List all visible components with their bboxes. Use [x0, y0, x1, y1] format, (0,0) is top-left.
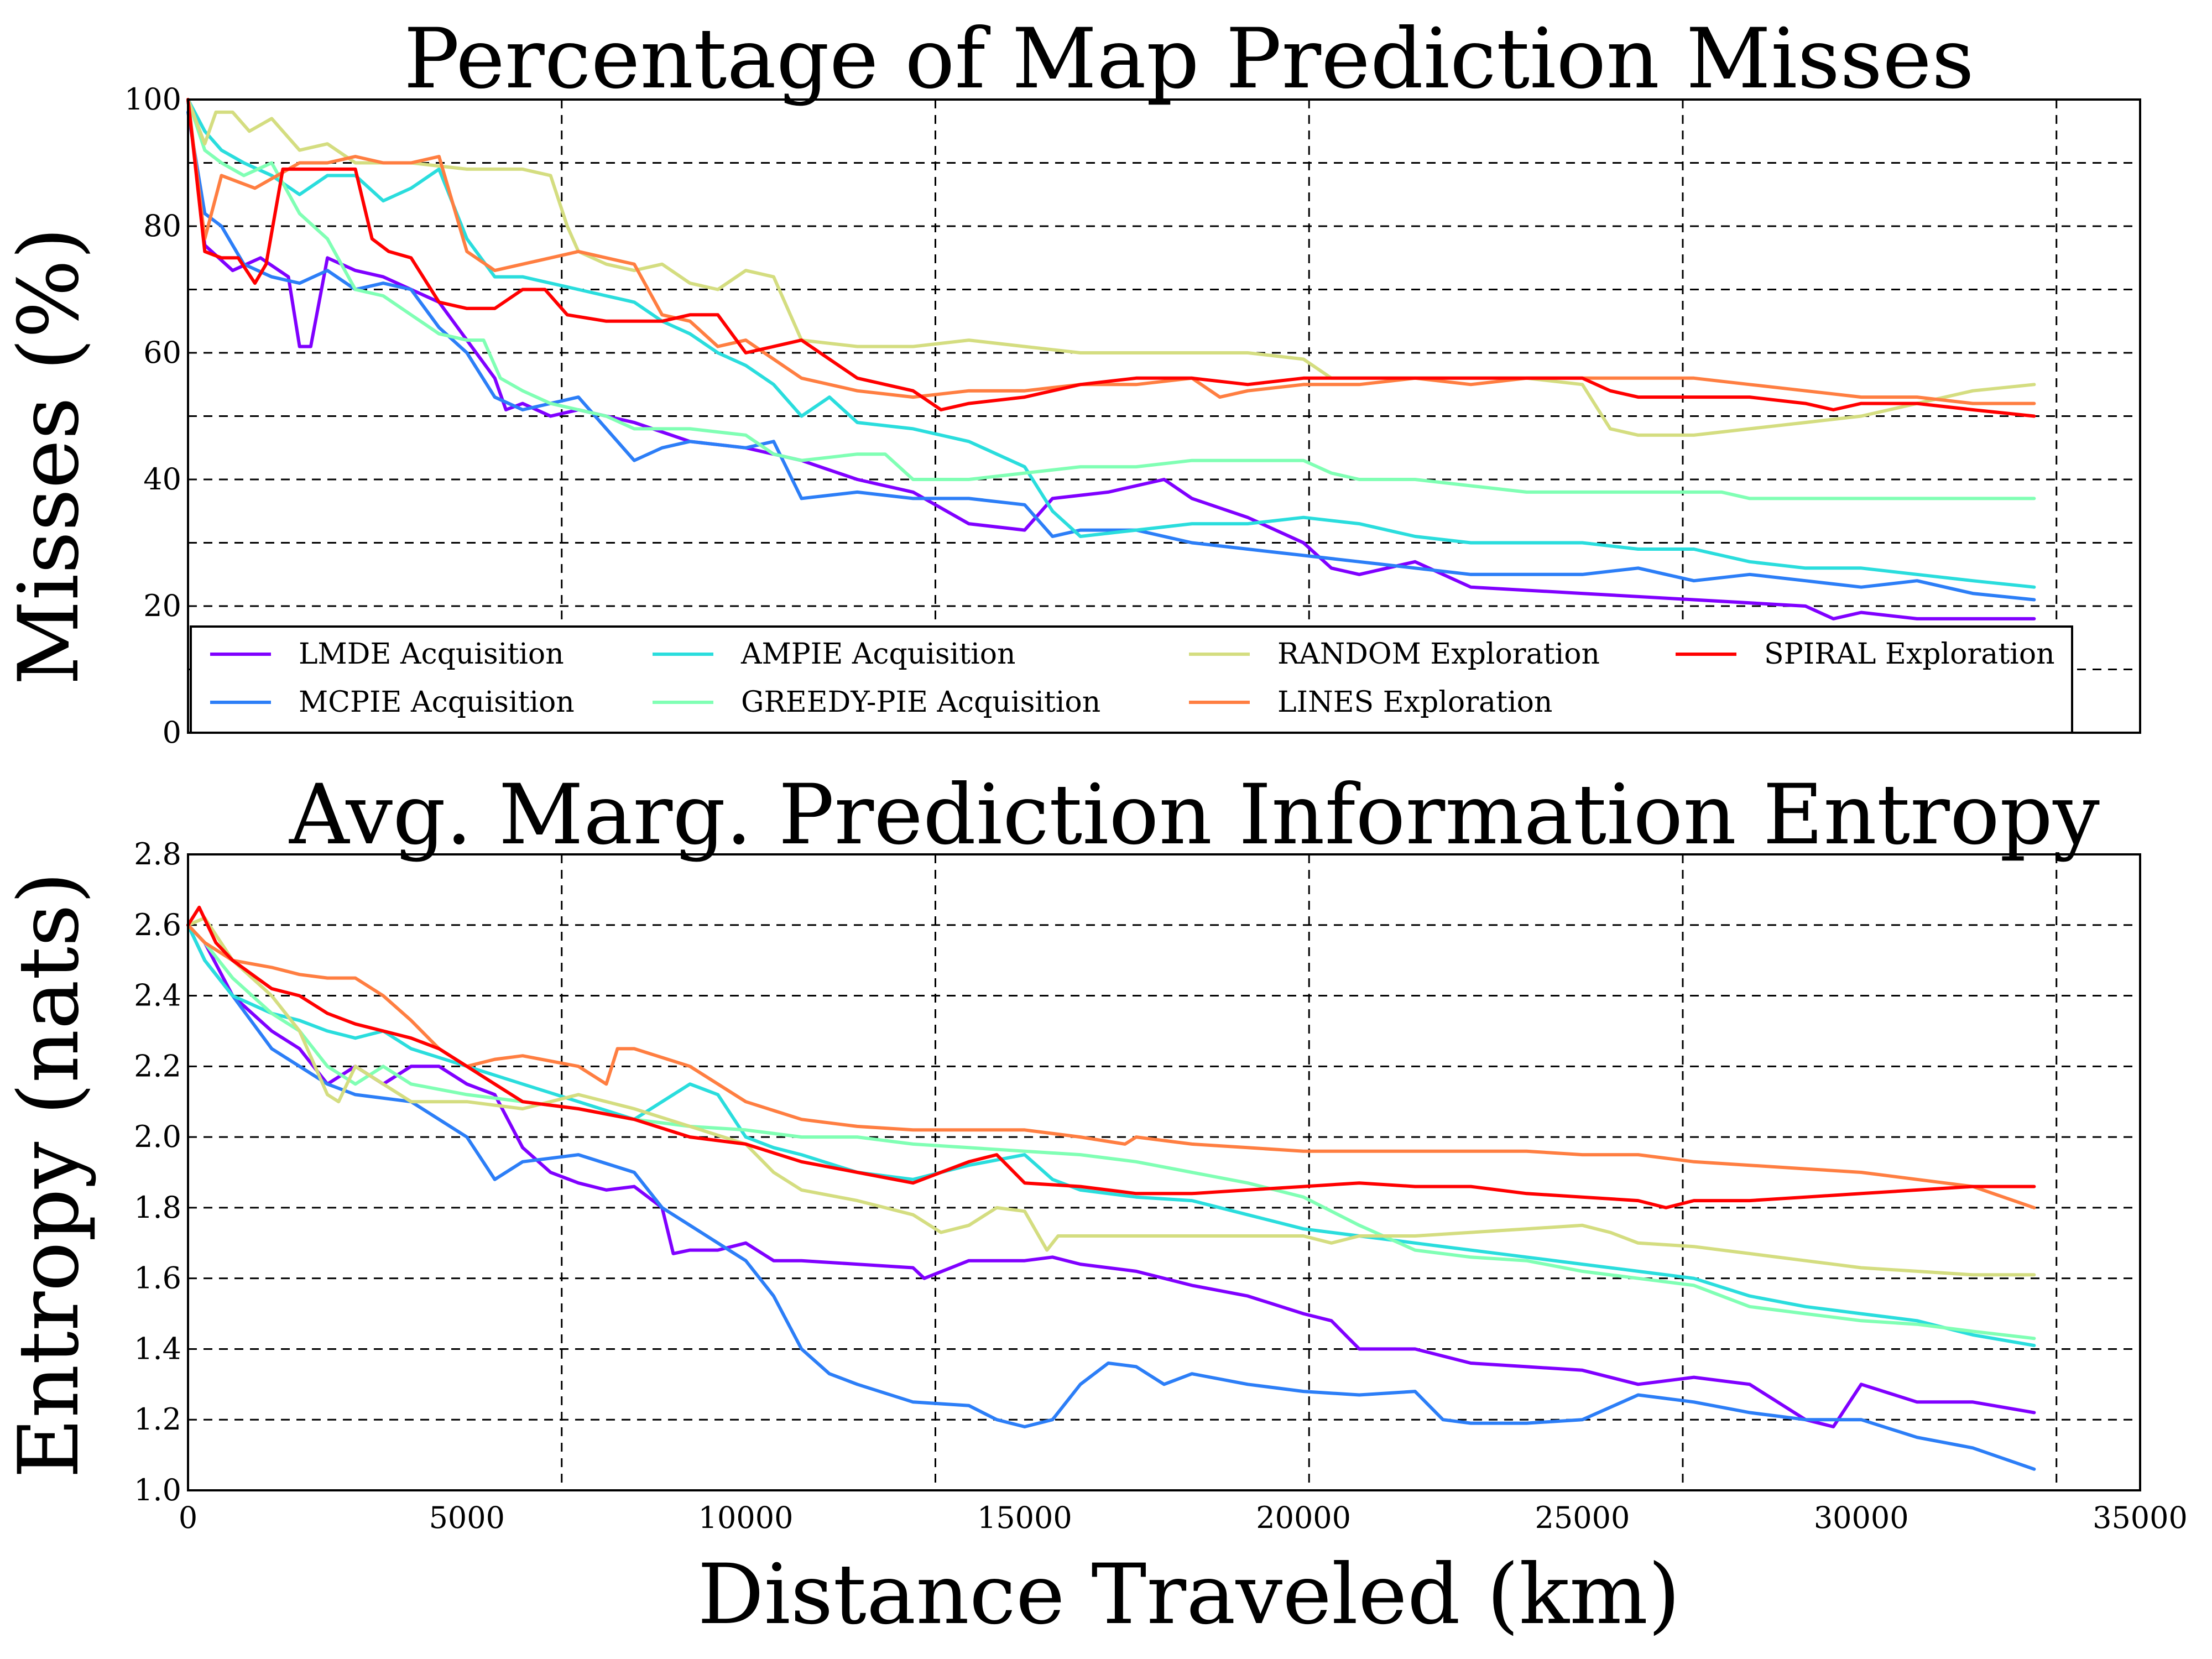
y-tick-label: 2.4 — [134, 978, 181, 1013]
x-tick-label: 25000 — [1535, 1500, 1630, 1535]
series-lines — [186, 98, 2036, 620]
x-tick-label: 10000 — [698, 1500, 794, 1535]
series-line — [186, 98, 2036, 418]
y-tick-label: 40 — [143, 462, 181, 497]
x-tick-labels: 0 5000 10000 15000 20000 25000 30000 35000 — [179, 1500, 2188, 1535]
entropy-chart: Avg. Marg. Prediction Information Entrop… — [1, 767, 2188, 1643]
y-tick-label: 80 — [143, 208, 181, 243]
series-line — [186, 905, 2036, 1209]
y-tick-labels: 1.0 1.2 1.4 1.6 1.8 2.0 2.2 2.4 2.6 2.8 — [134, 837, 181, 1507]
y-tick-label: 1.0 — [134, 1473, 181, 1507]
legend: LMDE Acquisition MCPIE Acquisition AMPIE A… — [190, 625, 2073, 734]
series-line — [186, 916, 2036, 1277]
y-tick-label: 2.2 — [134, 1048, 181, 1083]
legend-entry: MCPIE Acquisition — [299, 686, 575, 719]
legend-entry: SPIRAL Exploration — [1764, 638, 2055, 671]
y-tick-label: 2.6 — [134, 907, 181, 942]
y-tick-label: 1.2 — [134, 1402, 181, 1437]
x-tick-label: 20000 — [1256, 1500, 1351, 1535]
series-line — [186, 923, 2036, 1471]
x-tick-label: 15000 — [977, 1500, 1072, 1535]
series-line — [186, 98, 2036, 405]
series-line — [186, 98, 2036, 589]
misses-chart: Percentage of Map Prediction Misses Miss… — [1, 11, 2141, 750]
y-tick-labels: 0 20 40 60 80 100 — [124, 82, 181, 750]
plot-frame — [187, 98, 2141, 734]
legend-entry: LMDE Acquisition — [299, 638, 564, 671]
legend-entry: LINES Exploration — [1277, 686, 1552, 719]
series-line — [186, 110, 2036, 602]
gridlines — [188, 100, 2140, 733]
series-line — [186, 923, 2036, 1428]
series-line — [186, 98, 2036, 500]
y-tick-label: 20 — [143, 588, 181, 623]
series-line — [186, 98, 2036, 620]
chart-title: Percentage of Map Prediction Misses — [404, 11, 1974, 107]
series-lines — [186, 905, 2036, 1471]
plot-frame — [187, 853, 2141, 1491]
series-line — [186, 98, 2036, 437]
x-axis-label: Distance Traveled (km) — [697, 1547, 1680, 1643]
x-tick-label: 0 — [179, 1500, 197, 1535]
y-tick-label: 2.8 — [134, 837, 181, 872]
y-tick-label: 0 — [163, 715, 181, 750]
legend-entry: RANDOM Exploration — [1277, 638, 1600, 671]
x-tick-label: 5000 — [429, 1500, 505, 1535]
y-tick-label: 60 — [143, 335, 181, 370]
y-tick-label: 100 — [124, 82, 181, 117]
y-tick-label: 1.4 — [134, 1331, 181, 1366]
series-line — [186, 923, 2036, 1340]
series-line — [186, 923, 2036, 1209]
y-tick-label: 1.8 — [134, 1190, 181, 1225]
y-axis-label: Misses (%) — [1, 227, 97, 686]
y-axis-label: Entropy (nats) — [1, 872, 97, 1478]
y-tick-label: 2.0 — [134, 1119, 181, 1154]
x-tick-label: 35000 — [2093, 1500, 2188, 1535]
chart-title: Avg. Marg. Prediction Information Entrop… — [289, 767, 2100, 863]
x-tick-label: 30000 — [1814, 1500, 1909, 1535]
y-tick-label: 1.6 — [134, 1261, 181, 1296]
legend-entry: AMPIE Acquisition — [740, 638, 1016, 671]
legend-entry: GREEDY-PIE Acquisition — [741, 686, 1100, 719]
